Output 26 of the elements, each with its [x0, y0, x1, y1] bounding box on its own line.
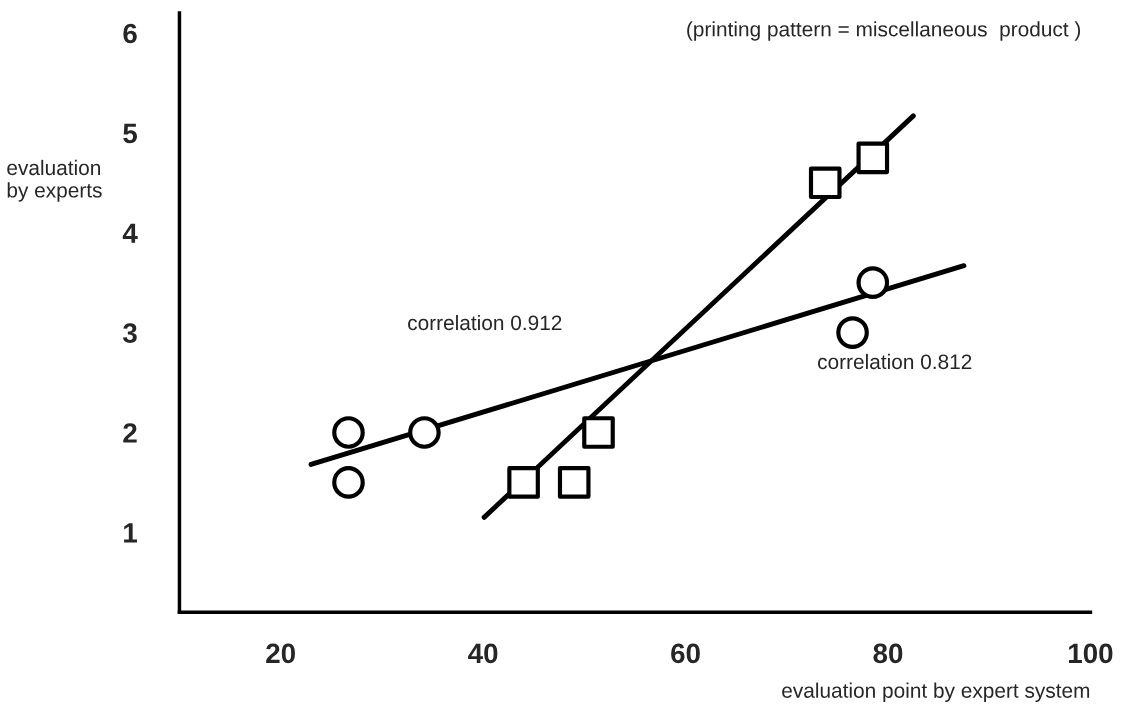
- point: [332, 466, 365, 499]
- x-tick-label: 100: [1069, 643, 1113, 664]
- y-tick-label: 5: [123, 123, 138, 144]
- annotation: correlation 0.912: [408, 314, 562, 331]
- x-tick-label: 40: [468, 643, 498, 664]
- point: [582, 416, 615, 449]
- annotation: correlation 0.812: [818, 353, 972, 370]
- x-tick-label: 80: [873, 643, 903, 664]
- point: [332, 416, 365, 449]
- x-tick-label: 20: [266, 643, 295, 664]
- y-tick-label: 6: [123, 23, 137, 44]
- point: [836, 316, 869, 349]
- y-tick-label: 2: [123, 423, 137, 443]
- x-axis-title: evaluation point by expert system: [782, 682, 1090, 703]
- point: [557, 466, 591, 499]
- point: [808, 166, 842, 200]
- y-tick-label: 4: [122, 223, 138, 243]
- point: [856, 141, 890, 175]
- point: [507, 466, 540, 499]
- y-axis-title: evaluation by experts: [7, 159, 102, 202]
- y-tick-label: 3: [122, 323, 137, 343]
- y-tick-label: 1: [124, 523, 138, 543]
- point: [856, 266, 890, 299]
- point: [408, 416, 441, 449]
- annotation: (printing pattern = miscellaneous product ): [687, 21, 1081, 41]
- x-tick-label: 60: [671, 643, 700, 664]
